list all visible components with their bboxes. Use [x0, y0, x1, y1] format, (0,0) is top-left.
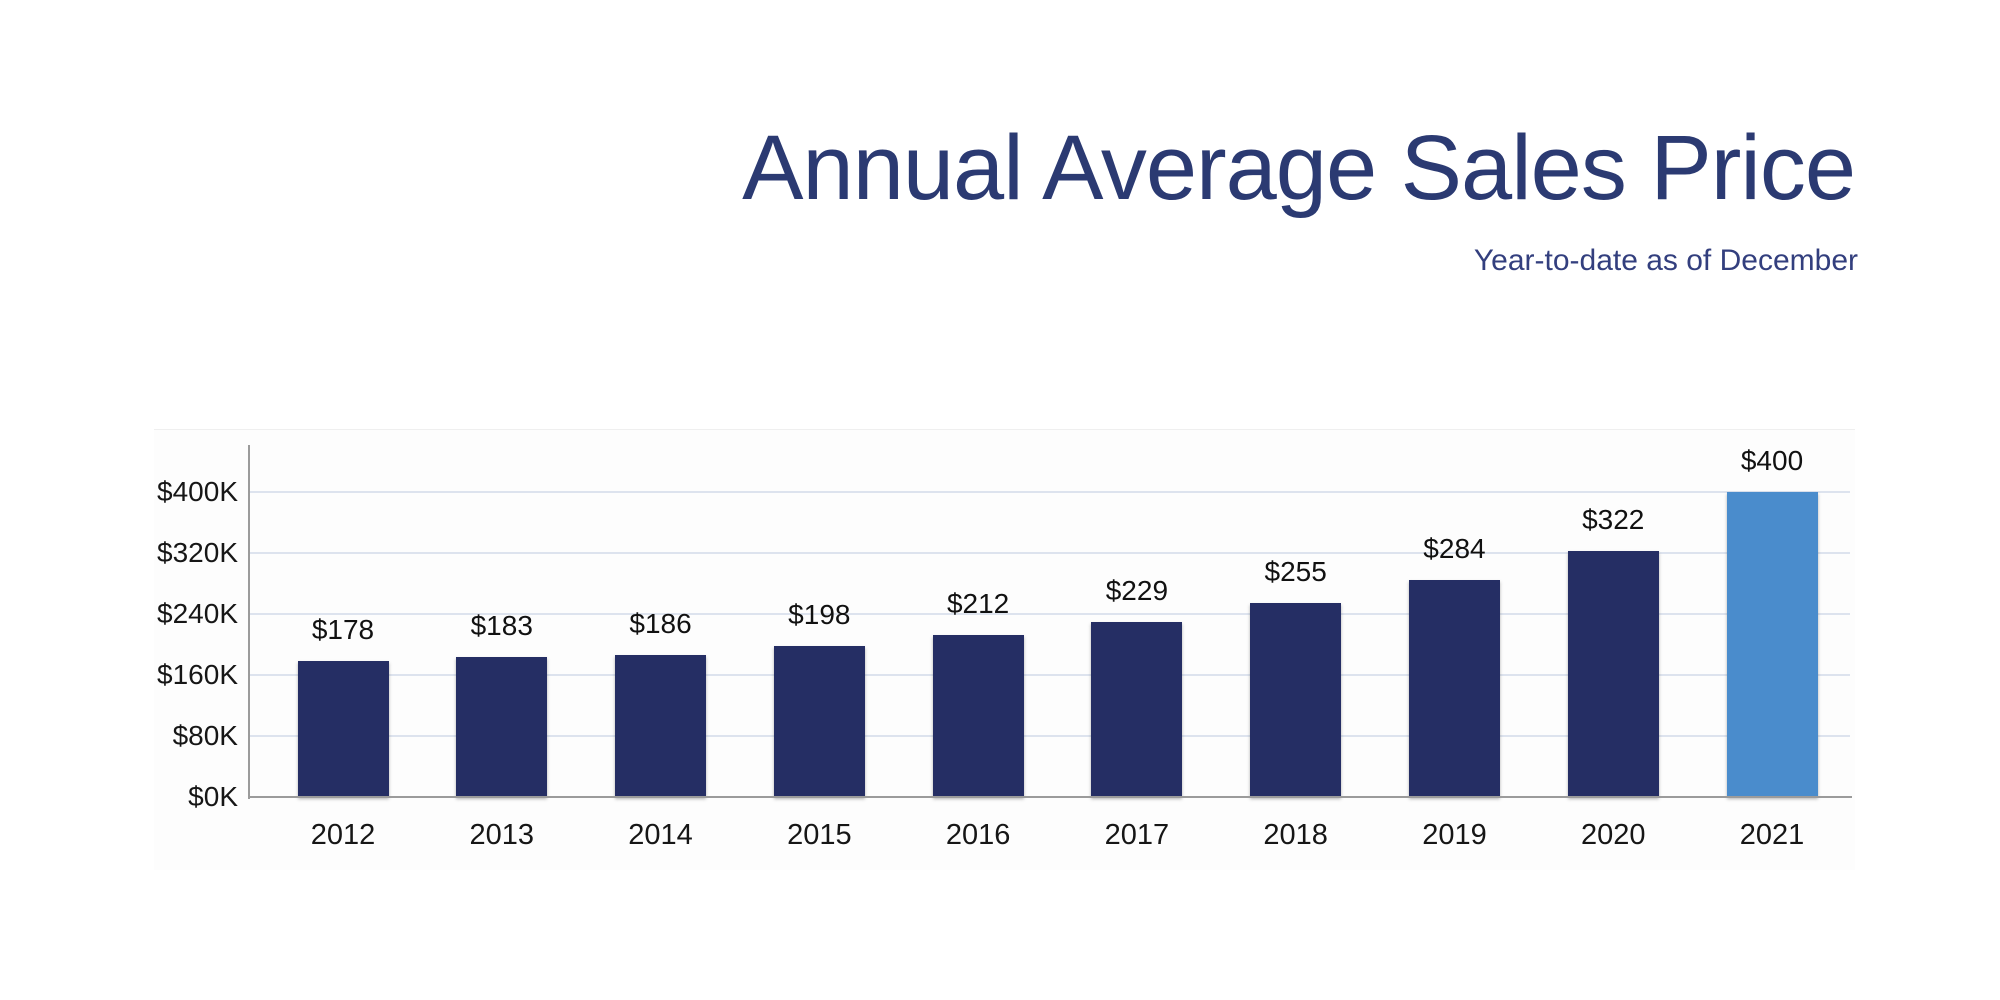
y-axis-tick-label: $400K [157, 476, 238, 507]
chart-title: Annual Average Sales Price [742, 117, 1856, 219]
bar-value-label-2018: $255 [1264, 555, 1327, 587]
bar-value-label-2020: $322 [1582, 504, 1645, 536]
bar-value-label-2012: $178 [311, 614, 375, 646]
y-axis-line [248, 445, 250, 799]
x-axis-tick-label-2013: 2013 [469, 819, 535, 851]
x-axis-tick-label-2014: 2014 [628, 819, 693, 851]
gridline-80k [250, 735, 1850, 737]
bar-value-label-2015: $198 [788, 599, 851, 631]
bar-value-label-2014: $186 [629, 608, 692, 640]
y-axis-tick-label: $240K [157, 598, 238, 629]
gridline-320k [250, 552, 1850, 554]
gridline-400k [250, 491, 1850, 493]
bar-value-label-2013: $183 [470, 610, 533, 642]
gridline-240k [250, 613, 1850, 615]
bar-2017 [1091, 622, 1183, 797]
bar-2012 [297, 661, 389, 797]
chart-subtitle: Year-to-date as of December [1473, 244, 1858, 277]
bar-2020 [1567, 551, 1659, 797]
x-axis-tick-label-2019: 2019 [1422, 819, 1487, 851]
bar-value-label-2017: $229 [1105, 575, 1169, 607]
bar-value-label-2016: $212 [946, 588, 1010, 620]
y-axis-tick-label: $80K [172, 720, 238, 751]
x-axis-tick-label-2017: 2017 [1104, 819, 1170, 851]
x-axis-tick-label-2016: 2016 [945, 819, 1011, 851]
bar-2015 [773, 646, 865, 797]
y-axis-tick-label: $0K [188, 781, 238, 812]
bar-2019 [1408, 580, 1500, 797]
bar-value-label-2021: $400 [1740, 445, 1804, 476]
bar-value-label-2019: $284 [1423, 533, 1486, 565]
x-axis-tick-label-2015: 2015 [787, 819, 852, 851]
bar-2018 [1250, 602, 1342, 797]
x-axis-tick-label-2020: 2020 [1580, 819, 1646, 851]
y-axis-tick-label: $160K [157, 659, 238, 690]
bar-2014 [615, 655, 707, 797]
x-axis-tick-label-2012: 2012 [310, 819, 376, 851]
bar-2016 [932, 635, 1024, 797]
x-axis-tick-label-2021: 2021 [1739, 819, 1805, 851]
x-axis-baseline [248, 796, 1852, 798]
bar-2013 [456, 657, 548, 797]
y-axis-tick-label: $320K [157, 537, 238, 568]
x-axis-tick-label-2018: 2018 [1263, 819, 1328, 851]
gridline-160k [250, 674, 1850, 676]
bar-2021 [1726, 492, 1818, 797]
